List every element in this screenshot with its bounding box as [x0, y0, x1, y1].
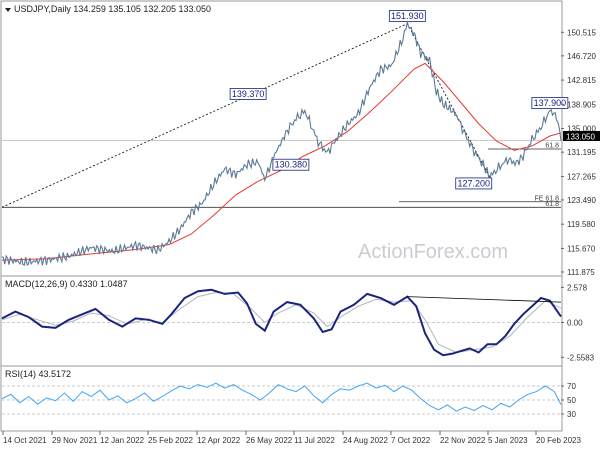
- price-series-line: [1, 21, 562, 267]
- x-tick-label: 12 Apr 2022: [197, 436, 241, 445]
- macd-line: [1, 288, 562, 357]
- price-callout-box: [229, 88, 267, 100]
- y-tick-label: 150.515: [567, 28, 596, 37]
- watermark: ActionForex.com: [358, 241, 508, 263]
- price-callout-label: 130.380: [275, 160, 308, 170]
- rsi-panel-frame: [0, 365, 563, 432]
- y-tick-label: 138.905: [567, 100, 596, 109]
- y-tick-label: 119.580: [567, 220, 596, 229]
- y-tick-label: 131.195: [567, 148, 596, 157]
- y-tick-label: 127.265: [567, 173, 596, 182]
- price-callout-box: [455, 177, 493, 190]
- price-callout-box: [388, 10, 426, 22]
- rsi-label: RSI(14) 43.5172: [5, 369, 71, 379]
- price-callout-label: 151.930: [391, 11, 424, 21]
- macd-trendline: [407, 296, 562, 303]
- price-callout-box: [272, 158, 310, 171]
- x-tick-label: 24 Aug 2022: [343, 436, 388, 445]
- price-callout-label: 139.370: [232, 89, 265, 99]
- moving-average-line: [1, 62, 562, 261]
- last-price-text: 133.050: [566, 133, 595, 142]
- x-tick-label: 14 Oct 2021: [3, 436, 47, 445]
- last-price-badge: [563, 131, 600, 141]
- trendline: [1, 23, 408, 208]
- price-callout-label: 137.900: [534, 98, 567, 108]
- symbol-dropdown-icon[interactable]: [5, 8, 11, 12]
- y-tick-label: 111.875: [567, 268, 595, 277]
- x-tick-label: 25 Feb 2022: [148, 436, 193, 445]
- price-callout-box: [531, 97, 569, 109]
- y-tick-label: 146.720: [567, 52, 596, 61]
- x-tick-label: 12 Jan 2022: [100, 436, 145, 445]
- x-tick-label: 26 May 2022: [246, 436, 293, 445]
- macd-tick-label: 2.578: [567, 283, 588, 292]
- main-panel-frame: [0, 0, 563, 277]
- macd-signal-line: [1, 291, 562, 354]
- x-tick-label: 7 Oct 2022: [391, 436, 431, 445]
- rsi-tick-label: 30: [567, 410, 576, 419]
- rsi-tick-label: 70: [567, 382, 576, 391]
- macd-tick-label: 0.00: [567, 319, 583, 328]
- fib-level-label: FE 61.8: [534, 195, 559, 202]
- price-callout-label: 127.200: [457, 178, 490, 188]
- x-tick-label: 20 Feb 2023: [536, 436, 581, 445]
- y-tick-label: 115.670: [567, 244, 596, 253]
- macd-label: MACD(12,26,9) 0.4330 1.0487: [5, 279, 128, 289]
- x-tick-label: 22 Nov 2022: [440, 436, 486, 445]
- macd-tick-label: -2.5583: [567, 353, 595, 362]
- fib-level-label: 61.8: [545, 201, 559, 208]
- rsi-line: [1, 382, 562, 412]
- main-label: USDJPY,Daily 134.259 135.105 132.205 133…: [14, 4, 211, 14]
- x-tick-label: 29 Nov 2021: [52, 436, 98, 445]
- y-tick-label: 142.815: [567, 76, 596, 85]
- x-tick-label: 5 Jan 2023: [488, 436, 528, 445]
- y-tick-label: 123.490: [567, 196, 596, 205]
- fib-level-label: 61.8: [545, 143, 559, 150]
- y-tick-label: 135.000: [567, 125, 596, 134]
- rsi-tick-label: 50: [567, 396, 576, 405]
- x-tick-label: 11 Jul 2022: [294, 436, 335, 445]
